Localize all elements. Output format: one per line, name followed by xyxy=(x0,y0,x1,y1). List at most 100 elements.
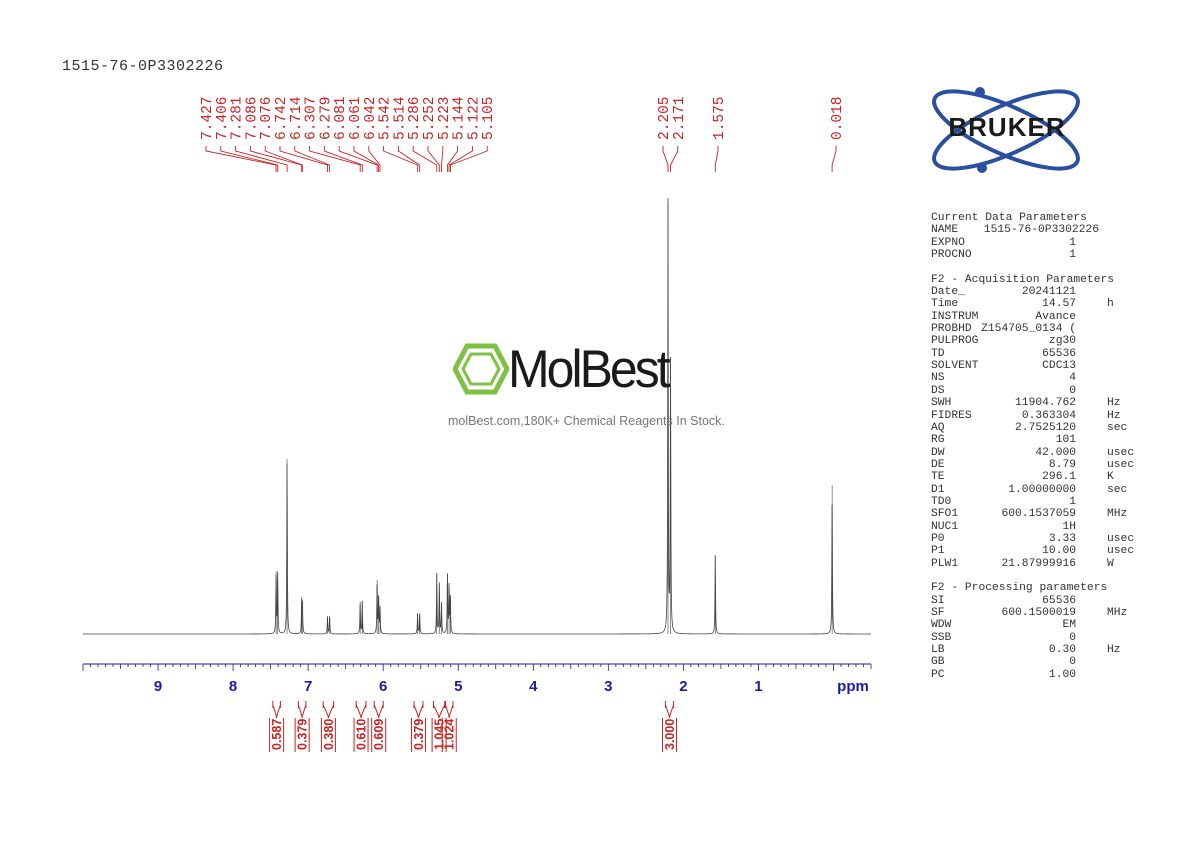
parameter-section-title: Current Data Parameters xyxy=(931,212,1087,224)
parameter-key: SWH xyxy=(931,397,952,410)
parameter-value: 600.1500019 xyxy=(1001,607,1077,619)
parameter-unit: MHz xyxy=(1107,508,1128,521)
parameter-key: TE xyxy=(931,471,945,484)
parameter-row: TD0 1 xyxy=(931,496,1114,508)
integral-curve xyxy=(413,704,424,719)
parameter-unit: h xyxy=(1107,298,1114,311)
parameter-value: 10.00 xyxy=(1042,545,1077,558)
parameter-value: 0 xyxy=(1069,656,1077,669)
peak-label-connector xyxy=(249,146,303,172)
parameter-key: P1 xyxy=(931,545,945,558)
parameter-key: SOLVENT xyxy=(931,360,979,373)
parameter-row: AQ 2.7525120 sec xyxy=(931,421,1127,434)
parameter-value: 1 xyxy=(1069,495,1077,508)
parameter-key: PROCNO xyxy=(931,249,972,262)
parameter-row: DS 0 xyxy=(931,385,1114,397)
peak-label-connector xyxy=(831,146,837,172)
parameter-row: D1 1.00000000 sec xyxy=(931,483,1127,496)
peak-label-5: 6.742 xyxy=(274,96,290,140)
parameter-row: PROBHD Z154705_0134 ( xyxy=(931,323,1114,335)
peak-label-connector xyxy=(714,146,719,172)
parameter-value: 65536 xyxy=(1042,594,1077,607)
parameter-value: 20241121 xyxy=(1021,286,1077,299)
integral-bracket xyxy=(432,701,446,708)
peak-label-20: 2.205 xyxy=(657,96,673,140)
integral-curve xyxy=(373,704,384,719)
peak-label-connector xyxy=(449,146,488,172)
x-tick-label-5: 4 xyxy=(529,678,538,695)
parameter-value: 14.57 xyxy=(1042,298,1077,311)
x-tick-label-3: 6 xyxy=(379,678,387,695)
peak-label-connector xyxy=(397,146,421,172)
parameter-row: PROCNO 1 xyxy=(931,249,1114,261)
integral-value-2: 0.380 xyxy=(322,719,336,750)
integral-bracket xyxy=(413,701,424,708)
integral-curve xyxy=(297,704,307,719)
parameter-row: EXPNO 1 xyxy=(931,237,1114,249)
parameter-value: 21.87999916 xyxy=(1001,557,1077,570)
parameter-value: 3.33 xyxy=(1048,532,1077,545)
parameter-key: DS xyxy=(931,384,945,397)
parameter-row: SFO1 600.1537059 MHz xyxy=(931,508,1127,520)
peak-label-connector xyxy=(264,146,303,172)
parameter-row: PLW1 21.87999916 W xyxy=(931,558,1114,570)
parameter-value: 0 xyxy=(1069,384,1077,397)
integral-value-6: 1.045 xyxy=(433,719,447,750)
peak-label-0: 7.427 xyxy=(200,96,216,140)
parameter-row: P0 3.33 usec xyxy=(931,532,1134,545)
parameter-unit: K xyxy=(1107,471,1114,484)
parameter-key: EXPNO xyxy=(931,236,965,249)
integral-value-0: 0.587 xyxy=(270,719,284,750)
parameter-value: 1.00000000 xyxy=(1008,483,1077,496)
parameter-row: DW 42.000 usec xyxy=(931,446,1134,459)
parameter-row: PC 1.00 xyxy=(931,669,1114,681)
parameter-value: EM xyxy=(1062,619,1077,632)
parameter-value: Z154705_0134 ( xyxy=(981,323,1077,336)
parameter-row: TD 65536 xyxy=(931,348,1114,360)
spectrum-trace xyxy=(83,197,871,635)
integral-value-5: 0.379 xyxy=(412,719,426,750)
parameter-key: NS xyxy=(931,372,945,385)
parameter-key: NAME xyxy=(931,224,959,237)
integral-value-3: 0.610 xyxy=(355,719,369,750)
parameter-unit: W xyxy=(1107,557,1114,570)
peak-label-3: 7.086 xyxy=(244,96,260,140)
parameter-row: SI 65536 xyxy=(931,595,1114,607)
watermark-tagline: molBest.com,180K+ Chemical Reagents In S… xyxy=(448,414,725,428)
parameter-row: NAME 1515-76-0P3302226 xyxy=(931,224,1114,236)
peak-label-connector xyxy=(662,146,669,172)
peak-label-connector xyxy=(368,146,381,172)
peak-label-6: 6.714 xyxy=(289,96,305,140)
parameter-unit: usec xyxy=(1107,458,1135,471)
parameter-value: Avance xyxy=(1035,310,1077,323)
parameter-section-title: F2 - Processing parameters xyxy=(931,582,1108,595)
peak-label-1: 7.406 xyxy=(215,96,231,140)
integral-curve xyxy=(272,704,281,719)
parameter-row: PULPROG zg30 xyxy=(931,335,1114,347)
acquisition-parameters-panel: Current Data Parameters NAME 1515-76-0P330… xyxy=(931,212,1134,681)
integral-value-8: 3.000 xyxy=(663,719,677,750)
parameter-key: Time xyxy=(931,298,959,311)
peak-label-connector xyxy=(412,146,438,172)
parameter-row: FIDRES 0.363304 Hz xyxy=(931,410,1121,422)
parameter-value: 0.30 xyxy=(1048,644,1077,657)
parameter-value: 42.000 xyxy=(1035,446,1077,459)
parameter-row: SWH 11904.762 Hz xyxy=(931,397,1121,410)
peak-label-18: 5.122 xyxy=(466,96,482,140)
x-tick-label-2: 7 xyxy=(304,678,312,695)
parameter-value: 2.7525120 xyxy=(1015,421,1077,434)
parameter-key: P0 xyxy=(931,532,945,545)
peak-label-connector xyxy=(309,146,361,172)
parameter-value: 1 xyxy=(1069,236,1077,249)
parameter-section-title: F2 - Acquisition Parameters xyxy=(931,273,1115,286)
peak-label-19: 5.105 xyxy=(481,96,497,140)
parameter-value: 1H xyxy=(1062,520,1077,533)
integral-curve xyxy=(433,704,446,719)
x-tick-label-8: 1 xyxy=(754,678,762,695)
peak-label-connector xyxy=(323,146,363,172)
parameter-row: NUC1 1H xyxy=(931,521,1114,533)
peak-label-8: 6.279 xyxy=(318,96,334,140)
bruker-logo: BRUKER xyxy=(924,84,1094,176)
peak-label-23: 0.018 xyxy=(830,96,846,140)
parameter-key: GB xyxy=(931,656,945,669)
